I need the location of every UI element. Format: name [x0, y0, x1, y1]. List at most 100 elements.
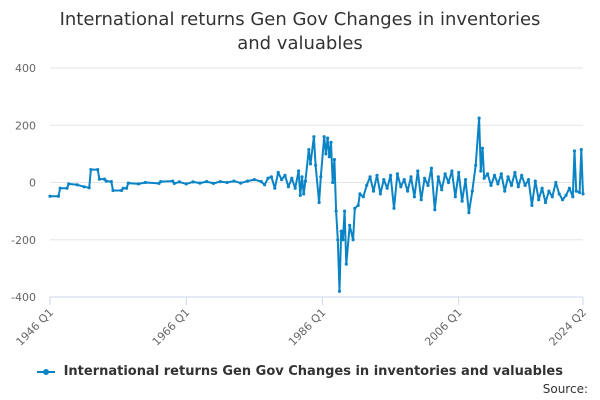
data-point[interactable] [486, 172, 490, 176]
data-point[interactable] [457, 170, 461, 175]
data-point[interactable] [409, 175, 413, 179]
data-point[interactable] [426, 183, 430, 187]
data-point[interactable] [96, 168, 100, 172]
data-point[interactable] [334, 209, 338, 213]
data-point[interactable] [293, 186, 297, 190]
data-point[interactable] [290, 176, 294, 180]
data-point[interactable] [453, 195, 457, 199]
data-point[interactable] [297, 169, 301, 173]
data-point[interactable] [460, 199, 464, 203]
data-point[interactable] [361, 195, 365, 199]
data-point[interactable] [143, 180, 147, 185]
data-point[interactable] [259, 180, 263, 184]
data-point[interactable] [567, 186, 572, 190]
data-point[interactable] [450, 169, 454, 173]
data-point[interactable] [506, 175, 510, 179]
series-layer[interactable] [48, 116, 585, 293]
data-point[interactable] [513, 170, 517, 175]
data-point[interactable] [479, 169, 483, 173]
data-point[interactable] [440, 188, 444, 192]
data-point[interactable] [286, 185, 290, 189]
data-point[interactable] [225, 180, 229, 185]
data-point[interactable] [564, 193, 568, 197]
data-point[interactable] [523, 183, 527, 187]
data-point[interactable] [578, 190, 582, 195]
data-point[interactable] [571, 195, 575, 199]
series-line[interactable] [50, 117, 584, 293]
data-point[interactable] [65, 186, 69, 190]
data-point[interactable] [307, 148, 311, 152]
data-point[interactable] [365, 183, 369, 187]
data-point[interactable] [470, 189, 474, 193]
data-point[interactable] [474, 163, 478, 167]
data-point[interactable] [368, 175, 372, 179]
data-point[interactable] [97, 177, 101, 181]
data-point[interactable] [48, 194, 52, 198]
data-point[interactable] [109, 180, 113, 184]
data-point[interactable] [402, 178, 406, 182]
data-point[interactable] [382, 178, 386, 182]
data-point[interactable] [477, 116, 481, 120]
data-point[interactable] [561, 198, 565, 202]
data-point[interactable] [344, 262, 348, 266]
data-point[interactable] [392, 206, 396, 210]
data-point[interactable] [136, 182, 141, 186]
data-point[interactable] [554, 180, 558, 185]
data-point[interactable] [319, 175, 323, 179]
data-point[interactable] [547, 189, 551, 193]
data-point[interactable] [467, 211, 471, 215]
data-point[interactable] [121, 186, 125, 190]
data-point[interactable] [337, 289, 342, 293]
data-point[interactable] [191, 180, 195, 184]
data-point[interactable] [581, 192, 585, 196]
data-point[interactable] [126, 181, 130, 185]
data-point[interactable] [353, 206, 357, 210]
data-point[interactable] [326, 136, 330, 140]
data-point[interactable] [111, 188, 115, 193]
data-point[interactable] [429, 166, 433, 170]
data-point[interactable] [312, 135, 316, 139]
data-point[interactable] [317, 200, 321, 205]
data-point[interactable] [395, 172, 399, 176]
data-point[interactable] [298, 193, 302, 197]
legend[interactable]: International returns Gen Gov Changes in… [0, 364, 600, 379]
data-point[interactable] [341, 238, 345, 242]
data-point[interactable] [446, 180, 451, 185]
data-point[interactable] [537, 198, 541, 202]
data-point[interactable] [433, 208, 437, 212]
data-point[interactable] [516, 185, 520, 189]
data-point[interactable] [356, 203, 360, 207]
data-point[interactable] [324, 152, 328, 156]
data-point[interactable] [266, 176, 270, 180]
data-point[interactable] [327, 155, 331, 159]
data-point[interactable] [283, 173, 287, 177]
data-point[interactable] [198, 181, 202, 185]
data-point[interactable] [574, 189, 578, 193]
data-point[interactable] [375, 173, 379, 177]
data-point[interactable] [530, 203, 534, 207]
data-point[interactable] [300, 175, 304, 179]
data-point[interactable] [540, 186, 544, 190]
data-point[interactable] [412, 195, 416, 199]
data-point[interactable] [557, 192, 561, 196]
data-point[interactable] [331, 180, 335, 185]
data-point[interactable] [482, 176, 486, 180]
data-point[interactable] [343, 209, 347, 213]
data-point[interactable] [56, 194, 61, 198]
data-point[interactable] [579, 148, 583, 152]
data-point[interactable] [125, 186, 129, 190]
data-point[interactable] [399, 185, 403, 189]
data-point[interactable] [245, 179, 250, 183]
data-point[interactable] [273, 186, 277, 190]
data-point[interactable] [172, 181, 176, 185]
data-point[interactable] [509, 183, 514, 187]
data-point[interactable] [308, 162, 313, 166]
data-point[interactable] [436, 175, 440, 179]
data-point[interactable] [329, 140, 333, 144]
data-point[interactable] [211, 181, 216, 185]
data-point[interactable] [184, 182, 188, 186]
legend-label[interactable]: International returns Gen Gov Changes in… [63, 364, 563, 379]
data-point[interactable] [82, 185, 86, 189]
data-point[interactable] [159, 180, 163, 184]
data-point[interactable] [332, 158, 336, 162]
